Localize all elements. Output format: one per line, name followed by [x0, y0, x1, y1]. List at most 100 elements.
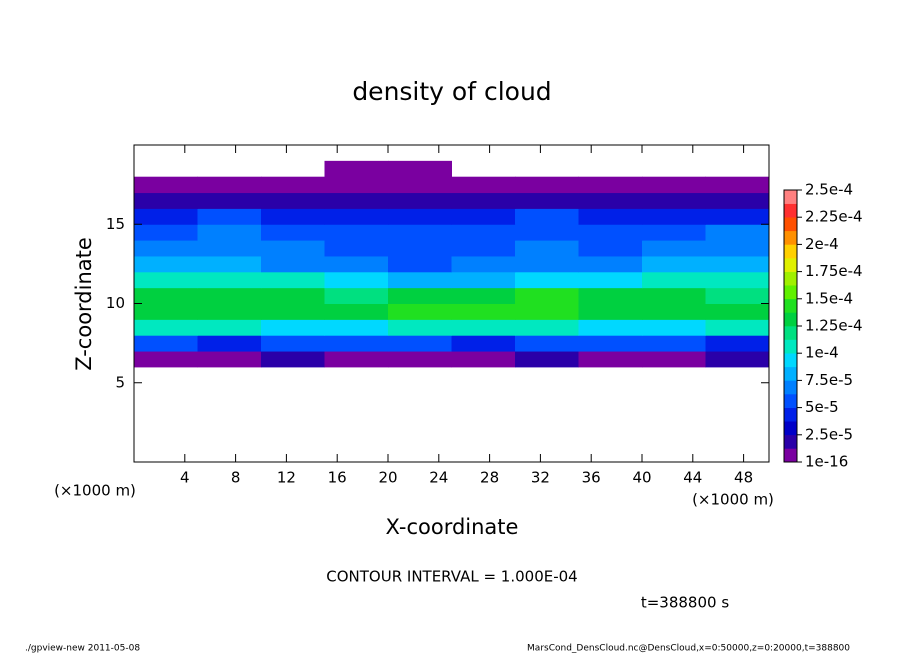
colorbar-band: [784, 285, 797, 300]
contour-cell: [134, 287, 198, 304]
contour-cell: [324, 176, 389, 194]
colorbar-band: [784, 258, 797, 272]
contour-cell: [451, 255, 516, 273]
colorbar-band: [784, 244, 797, 259]
contour-cell: [515, 255, 579, 273]
contour-cell: [515, 271, 579, 289]
contour-cell: [515, 176, 579, 194]
contour-cell: [642, 255, 706, 273]
contour-cell: [578, 176, 643, 194]
contour-cell: [134, 208, 198, 225]
contour-cell: [388, 224, 452, 241]
contour-cell: [705, 224, 770, 241]
contour-cell: [134, 351, 198, 368]
colorbar-label: 1e-4: [805, 344, 839, 362]
contour-cell: [451, 176, 516, 194]
contour-cell: [578, 351, 643, 368]
contour-cell: [578, 240, 643, 257]
contour-cell: [451, 335, 516, 352]
contour-cell: [388, 240, 452, 257]
contour-cell: [642, 271, 706, 289]
contour-cell: [642, 303, 706, 320]
contour-cell: [261, 192, 325, 209]
contour-cell: [261, 351, 325, 368]
contour-cell: [197, 335, 262, 352]
contour-cell: [451, 271, 516, 289]
annotation: CONTOUR INTERVAL = 1.000E-04: [326, 568, 577, 586]
contour-cell: [134, 303, 198, 320]
y-tick-label: 10: [106, 294, 125, 312]
contour-cell: [578, 335, 643, 352]
x-tick-label: 36: [582, 469, 601, 487]
contour-cell: [261, 255, 325, 273]
x-tick-label: 32: [531, 469, 550, 487]
contour-cell: [515, 287, 579, 304]
contour-cell: [388, 303, 452, 320]
contour-cell: [197, 271, 262, 289]
contour-cell: [261, 303, 325, 320]
contour-cell: [705, 319, 770, 336]
colorbar-band: [784, 217, 797, 232]
colorbar-band: [784, 366, 797, 381]
footer: MarsCond_DensCloud.nc@DensCloud,x=0:5000…: [527, 644, 850, 654]
contour-cell: [515, 335, 579, 352]
y-axis-label: Z-coordinate: [72, 237, 96, 371]
contour-cell: [515, 192, 579, 209]
chart-title: density of cloud: [352, 77, 551, 106]
x-tick-label: 8: [231, 469, 241, 487]
contour-cell: [705, 287, 770, 304]
contour-cell: [197, 192, 262, 209]
contour-cell: [642, 224, 706, 241]
contour-cell: [197, 240, 262, 257]
colorbar-label: 2.25e-4: [805, 208, 863, 226]
colorbar-band: [784, 298, 797, 313]
contour-cell: [388, 335, 452, 352]
contour-cell: [197, 208, 262, 225]
contour-cell: [451, 351, 516, 368]
colorbar-band: [784, 312, 797, 327]
contour-cell: [197, 224, 262, 241]
contour-cell: [324, 303, 389, 320]
contour-cell: [642, 335, 706, 352]
contour-cell: [324, 192, 389, 209]
contour-cell: [388, 351, 452, 368]
contour-cell: [705, 192, 770, 209]
contour-cell: [261, 271, 325, 289]
contour-cell: [388, 287, 452, 304]
contour-cell: [388, 160, 452, 178]
contour-cell: [451, 224, 516, 241]
contour-cell: [642, 287, 706, 304]
contour-cell: [642, 192, 706, 209]
contour-cell: [451, 287, 516, 304]
contour-cell: [134, 240, 198, 257]
y-tick-label: 5: [115, 373, 125, 391]
contour-cell: [134, 255, 198, 273]
x-tick-label: 28: [480, 469, 499, 487]
contour-cell: [451, 303, 516, 320]
colorbar-label: 1.75e-4: [805, 262, 863, 280]
colorbar-band: [784, 271, 797, 286]
contour-cell: [705, 303, 770, 320]
colorbar-label: 5e-5: [805, 398, 839, 416]
colorbar-band: [784, 230, 797, 245]
contour-cell: [451, 240, 516, 257]
contour-cell: [134, 335, 198, 352]
contour-cell: [134, 224, 198, 241]
contour-cell: [578, 287, 643, 304]
contour-cell: [261, 240, 325, 257]
colorbar-label: 7.5e-5: [805, 371, 853, 389]
contour-cell: [324, 240, 389, 257]
colorbar-band: [784, 339, 797, 354]
contour-cell: [705, 176, 770, 194]
colorbar-band: [784, 448, 797, 463]
contour-cell: [642, 240, 706, 257]
colorbar-label: 1.5e-4: [805, 289, 853, 307]
contour-cell: [515, 224, 579, 241]
annotation: t=388800 s: [641, 594, 729, 612]
colorbar-band: [784, 326, 797, 340]
y-tick-label: 15: [106, 215, 125, 233]
contour-cell: [324, 208, 389, 225]
contour-cell: [388, 255, 452, 273]
contour-cell: [388, 319, 452, 336]
contour-cell: [642, 176, 706, 194]
